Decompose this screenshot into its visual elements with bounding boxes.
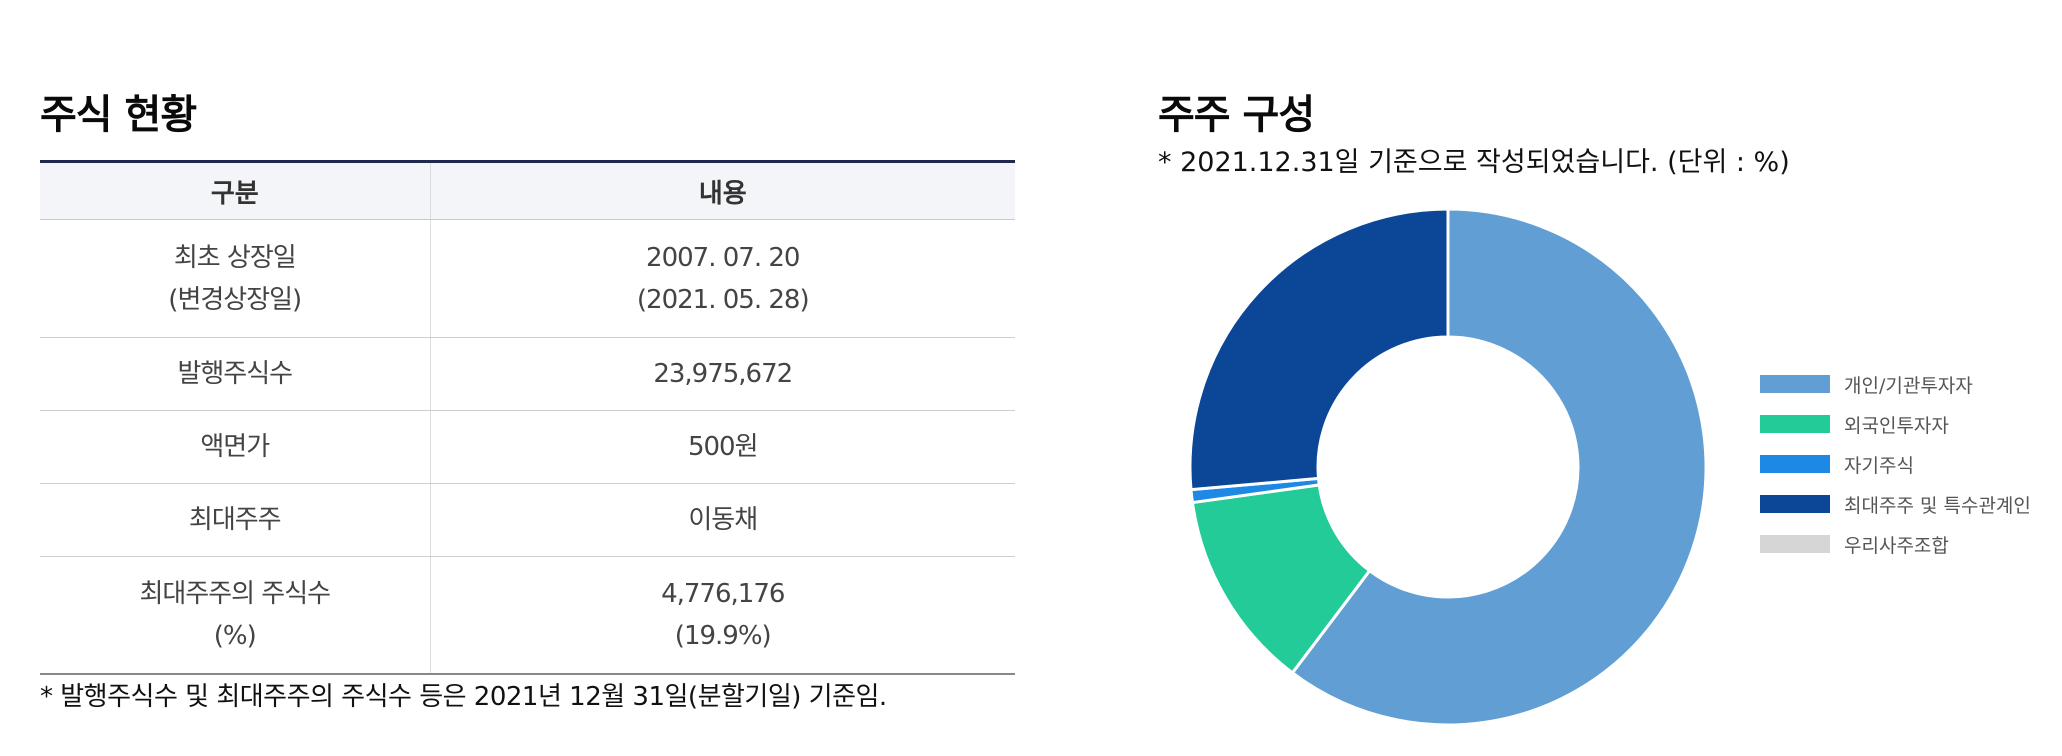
- table-row: 발행주식수 23,975,672: [40, 337, 1015, 411]
- legend-label: 우리사주조합: [1844, 534, 1949, 557]
- header-category: 구분: [40, 161, 430, 220]
- legend-item[interactable]: 우리사주조합: [1760, 524, 2031, 564]
- table-row: 최대주주 이동채: [40, 483, 1015, 557]
- table-row: 액면가 500원: [40, 410, 1015, 484]
- legend-swatch: [1760, 535, 1830, 553]
- row-value: 이동채: [429, 483, 1015, 557]
- shareholder-donut-chart: [1188, 207, 1708, 727]
- table-header-row: 구분 내용: [40, 161, 1015, 220]
- shareholders-title: 주주 구성: [1158, 92, 1315, 138]
- table-row: 최초 상장일 (변경상장일) 2007. 07. 20 (2021. 05. 28): [40, 219, 1015, 338]
- row-value: 23,975,672: [429, 337, 1015, 411]
- legend-swatch: [1760, 375, 1830, 393]
- legend-item[interactable]: 개인/기관투자자: [1760, 364, 2031, 404]
- donut-slice: [1290, 207, 1708, 727]
- header-content: 내용: [429, 161, 1015, 220]
- row-label: 최초 상장일 (변경상장일): [40, 219, 430, 338]
- shareholders-subtitle: * 2021.12.31일 기준으로 작성되었습니다. (단위 : %): [1158, 147, 1790, 178]
- row-label: 발행주식수: [40, 337, 430, 411]
- legend-swatch: [1760, 415, 1830, 433]
- row-label: 최대주주: [40, 483, 430, 557]
- legend-item[interactable]: 외국인투자자: [1760, 404, 2031, 444]
- stock-status-title: 주식 현황: [40, 92, 197, 138]
- table-row: 최대주주의 주식수 (%) 4,776,176 (19.9%): [40, 556, 1015, 675]
- row-value: 500원: [429, 410, 1015, 484]
- legend-swatch: [1760, 455, 1830, 473]
- footnote: * 발행주식수 및 최대주주의 주식수 등은 2021년 12월 31일(분할기…: [40, 682, 887, 712]
- legend-label: 자기주식: [1844, 454, 1914, 477]
- row-value: 2007. 07. 20 (2021. 05. 28): [429, 219, 1015, 338]
- legend-item[interactable]: 최대주주 및 특수관계인: [1760, 484, 2031, 524]
- stock-status-table: 구분 내용 최초 상장일 (변경상장일) 2007. 07. 20 (2021. 0…: [40, 160, 1015, 675]
- legend-label: 개인/기관투자자: [1844, 374, 1973, 397]
- row-label: 액면가: [40, 410, 430, 484]
- legend-item[interactable]: 자기주식: [1760, 444, 2031, 484]
- legend-label: 최대주주 및 특수관계인: [1844, 494, 2031, 517]
- row-value: 4,776,176 (19.9%): [429, 556, 1015, 675]
- legend-label: 외국인투자자: [1844, 414, 1949, 437]
- legend-swatch: [1760, 495, 1830, 513]
- donut-slice: [1190, 483, 1372, 675]
- row-label: 최대주주의 주식수 (%): [40, 556, 430, 675]
- donut-slice: [1188, 207, 1450, 492]
